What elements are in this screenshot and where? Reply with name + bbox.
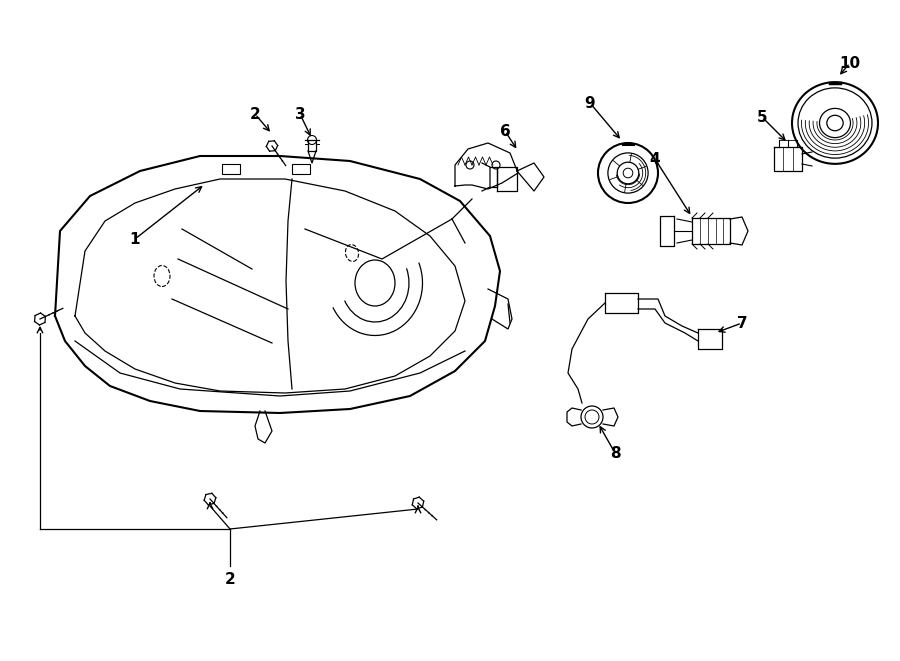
Bar (222, 164, 240, 174)
Text: 1: 1 (130, 231, 140, 247)
Text: 6: 6 (500, 124, 510, 139)
Text: 2: 2 (225, 572, 236, 586)
Text: 8: 8 (609, 446, 620, 461)
Text: 5: 5 (757, 110, 768, 124)
Text: 10: 10 (840, 56, 860, 71)
Text: 7: 7 (737, 315, 747, 330)
Text: 3: 3 (294, 106, 305, 122)
Bar (292, 164, 310, 174)
Text: 4: 4 (650, 151, 661, 167)
Text: 9: 9 (585, 95, 595, 110)
Text: 2: 2 (249, 106, 260, 122)
